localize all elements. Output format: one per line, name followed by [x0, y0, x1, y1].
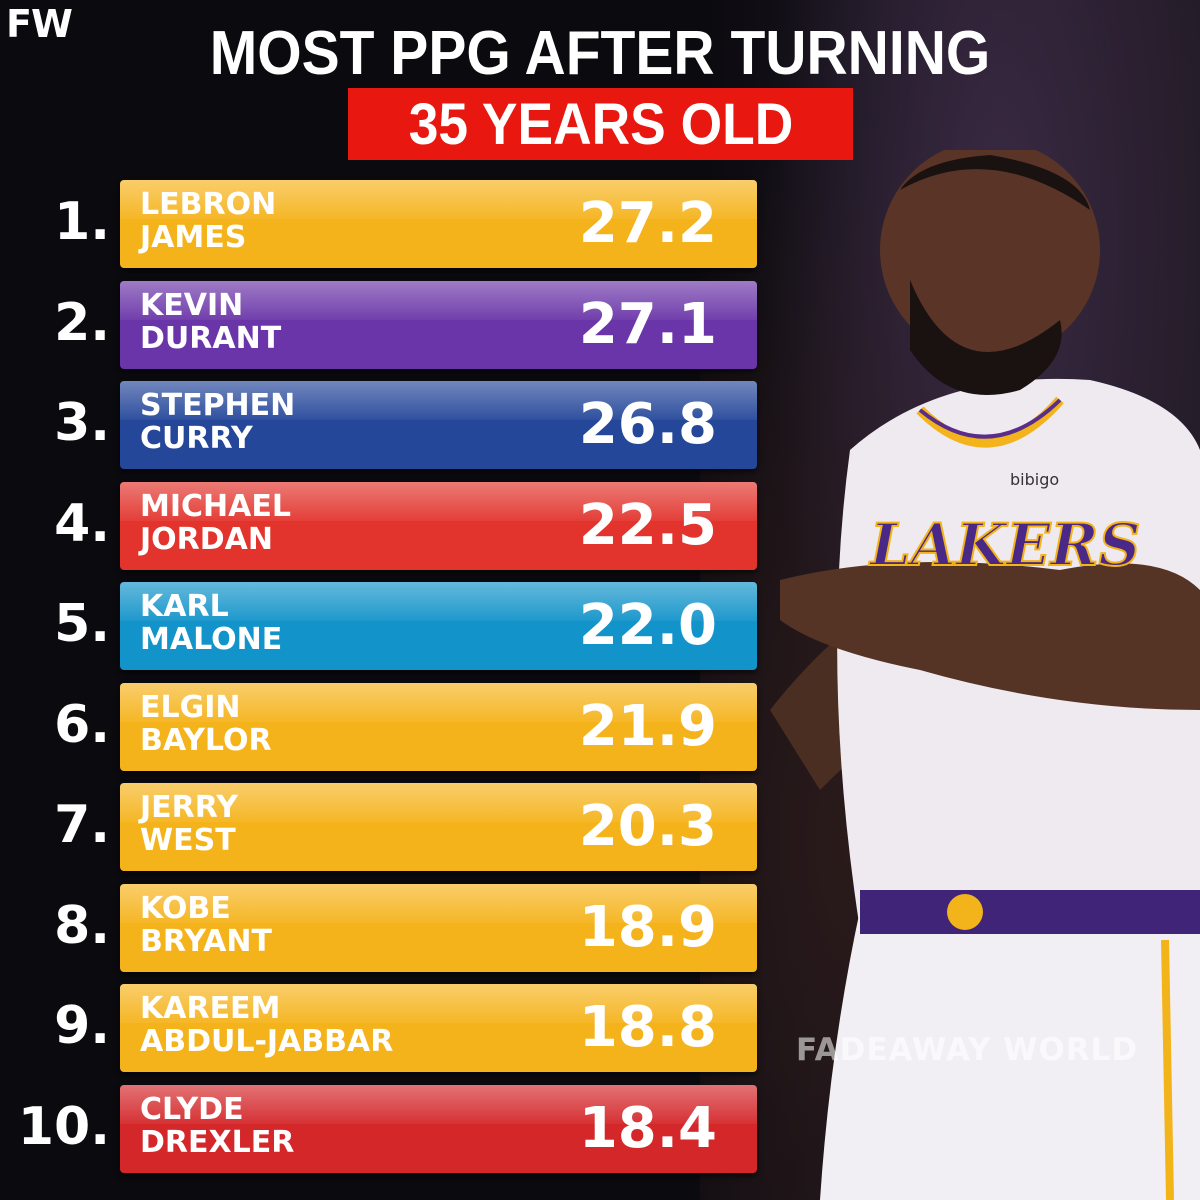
- rank-number: 5.: [54, 594, 110, 654]
- rank-number: 8.: [54, 896, 110, 956]
- ranking-row: ELGIN BAYLOR 21.9: [120, 683, 757, 771]
- ppg-value: 20.3: [578, 794, 717, 859]
- rank-number: 2.: [54, 293, 110, 353]
- ppg-value: 18.9: [578, 895, 717, 960]
- ppg-value: 26.8: [578, 392, 717, 457]
- rank-number: 9.: [54, 996, 110, 1056]
- page-title: MOST PPG AFTER TURNING: [209, 19, 991, 88]
- rank-number: 10.: [17, 1097, 110, 1157]
- ppg-value: 27.1: [578, 292, 717, 357]
- ranking-row: LEBRON JAMES 27.2: [120, 180, 757, 268]
- player-photo: LAKERS bibigo: [770, 150, 1200, 1200]
- player-name: KOBE BRYANT: [140, 891, 272, 959]
- player-name: LEBRON JAMES: [140, 187, 277, 255]
- ppg-value: 18.4: [578, 1096, 717, 1161]
- player-name: KEVIN DURANT: [140, 288, 282, 356]
- player-shorts: [820, 910, 1200, 1200]
- ranking-row: KARL MALONE 22.0: [120, 582, 757, 670]
- jersey-wordmark: LAKERS: [868, 511, 1141, 579]
- ppg-value: 22.0: [578, 593, 717, 658]
- ppg-value: 18.8: [578, 995, 717, 1060]
- player-name: JERRY WEST: [140, 790, 238, 858]
- rank-number: 6.: [54, 695, 110, 755]
- jersey-sponsor: bibigo: [1010, 470, 1059, 489]
- ranking-row: KEVIN DURANT 27.1: [120, 281, 757, 369]
- rank-number: 4.: [54, 494, 110, 554]
- ranking-row: KOBE BRYANT 18.9: [120, 884, 757, 972]
- rank-number: 1.: [54, 192, 110, 252]
- ranking-row: KAREEM ABDUL-JABBAR 18.8: [120, 984, 757, 1072]
- watermark: FADEAWAY WORLD: [796, 1032, 1139, 1068]
- page-subtitle: 35 YEARS OLD: [408, 91, 793, 157]
- ranking-row: STEPHEN CURRY 26.8: [120, 381, 757, 469]
- player-name: KAREEM ABDUL-JABBAR: [140, 991, 394, 1059]
- player-head: [880, 150, 1100, 360]
- rank-number: 7.: [54, 795, 110, 855]
- ppg-value: 21.9: [578, 694, 717, 759]
- ranking-row: CLYDE DREXLER 18.4: [120, 1085, 757, 1173]
- player-name: CLYDE DREXLER: [140, 1092, 295, 1160]
- fw-logo: FW: [6, 2, 73, 46]
- player-name: KARL MALONE: [140, 589, 283, 657]
- player-name: STEPHEN CURRY: [140, 388, 296, 456]
- ppg-value: 27.2: [578, 191, 717, 256]
- rank-number: 3.: [54, 393, 110, 453]
- ranking-row: JERRY WEST 20.3: [120, 783, 757, 871]
- player-name: MICHAEL JORDAN: [140, 489, 291, 557]
- subtitle-banner: 35 YEARS OLD: [348, 88, 853, 160]
- player-name: ELGIN BAYLOR: [140, 690, 272, 758]
- ppg-value: 22.5: [578, 493, 717, 558]
- ranking-row: MICHAEL JORDAN 22.5: [120, 482, 757, 570]
